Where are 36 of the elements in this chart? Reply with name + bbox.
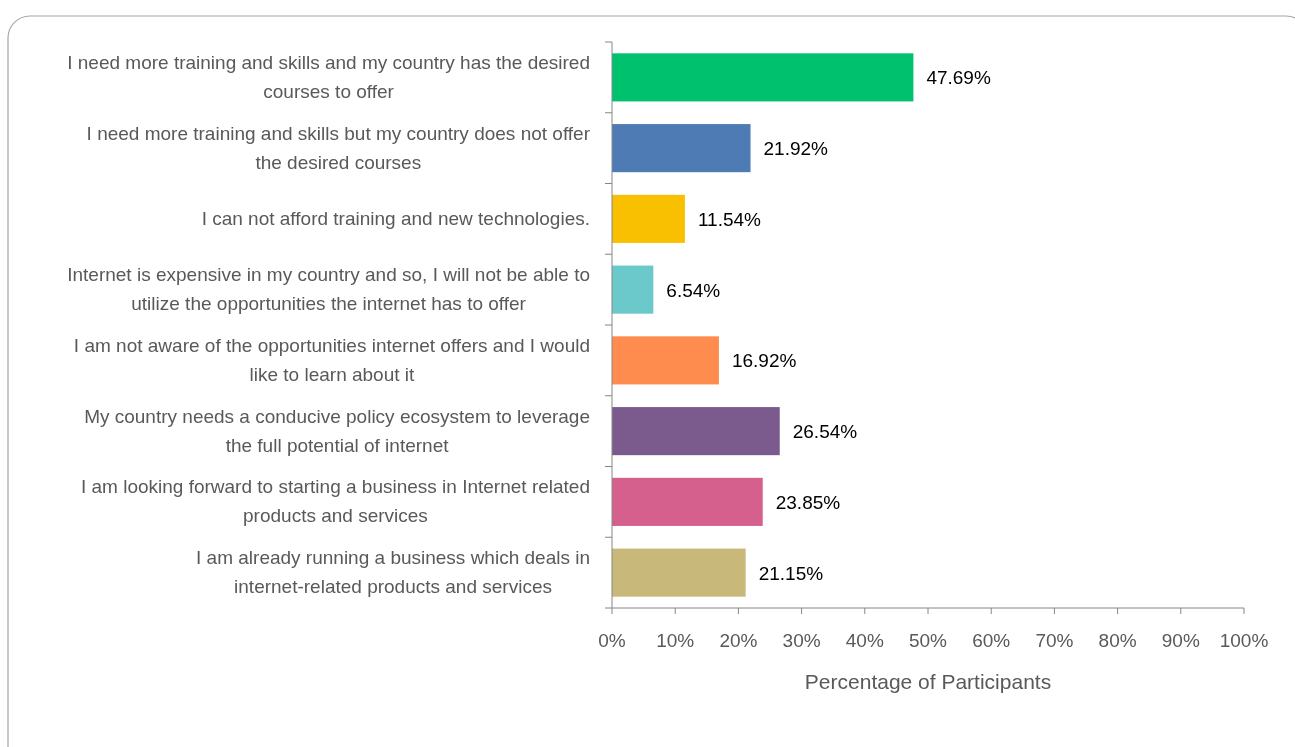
bar bbox=[612, 124, 751, 173]
data-label: 47.69% bbox=[926, 67, 991, 89]
y-tick-label: I am already running a business which deals in internet-related products and services bbox=[196, 547, 590, 598]
data-label: 21.15% bbox=[758, 562, 824, 584]
y-tick-label: I can not afford training and new technologies. bbox=[201, 207, 590, 229]
y-tick-label: I am looking forward to starting a business in Internet related products and services bbox=[80, 476, 591, 527]
y-tick-label: My country needs a conducive policy ecosystem to leverage the full potential of internet bbox=[84, 405, 590, 456]
bar bbox=[612, 548, 746, 597]
x-tick-label: 50% bbox=[908, 630, 948, 651]
bar bbox=[612, 194, 685, 243]
x-tick-label: 0% bbox=[598, 630, 626, 651]
x-tick-label: 60% bbox=[972, 630, 1011, 651]
x-tick-label: 30% bbox=[782, 630, 821, 651]
x-tick-label: 80% bbox=[1098, 630, 1137, 651]
y-tick-label: Internet is expensive in my country and so, I will not be able to utilize the opportunities the internet has to offer bbox=[67, 264, 590, 315]
bar bbox=[612, 477, 763, 526]
data-label: 6.54% bbox=[666, 279, 721, 301]
bar bbox=[612, 265, 654, 314]
bar bbox=[612, 53, 914, 102]
x-tick-label: 40% bbox=[845, 630, 884, 651]
bar bbox=[612, 336, 719, 385]
y-tick-label: I need more training and skills but my country does not offer the desired courses bbox=[86, 122, 591, 173]
bar bbox=[612, 407, 780, 456]
x-tick-label: 90% bbox=[1161, 630, 1200, 651]
data-label: 16.92% bbox=[731, 350, 797, 372]
x-axis-title: Percentage of Participants bbox=[804, 670, 1052, 693]
y-tick-label: I need more training and skills and my country has the desired courses to offer bbox=[67, 51, 590, 102]
x-tick-label: 100% bbox=[1219, 630, 1269, 651]
x-tick-label: 70% bbox=[1035, 630, 1074, 651]
data-label: 26.54% bbox=[792, 421, 858, 443]
data-label: 21.92% bbox=[763, 138, 829, 160]
y-tick-label: I am not aware of the opportunities internet offers and I would like to learn about it bbox=[73, 334, 591, 385]
data-label: 23.85% bbox=[775, 491, 841, 513]
data-label: 11.54% bbox=[697, 208, 762, 230]
x-tick-label: 20% bbox=[719, 630, 758, 651]
x-tick-label: 10% bbox=[656, 630, 695, 651]
